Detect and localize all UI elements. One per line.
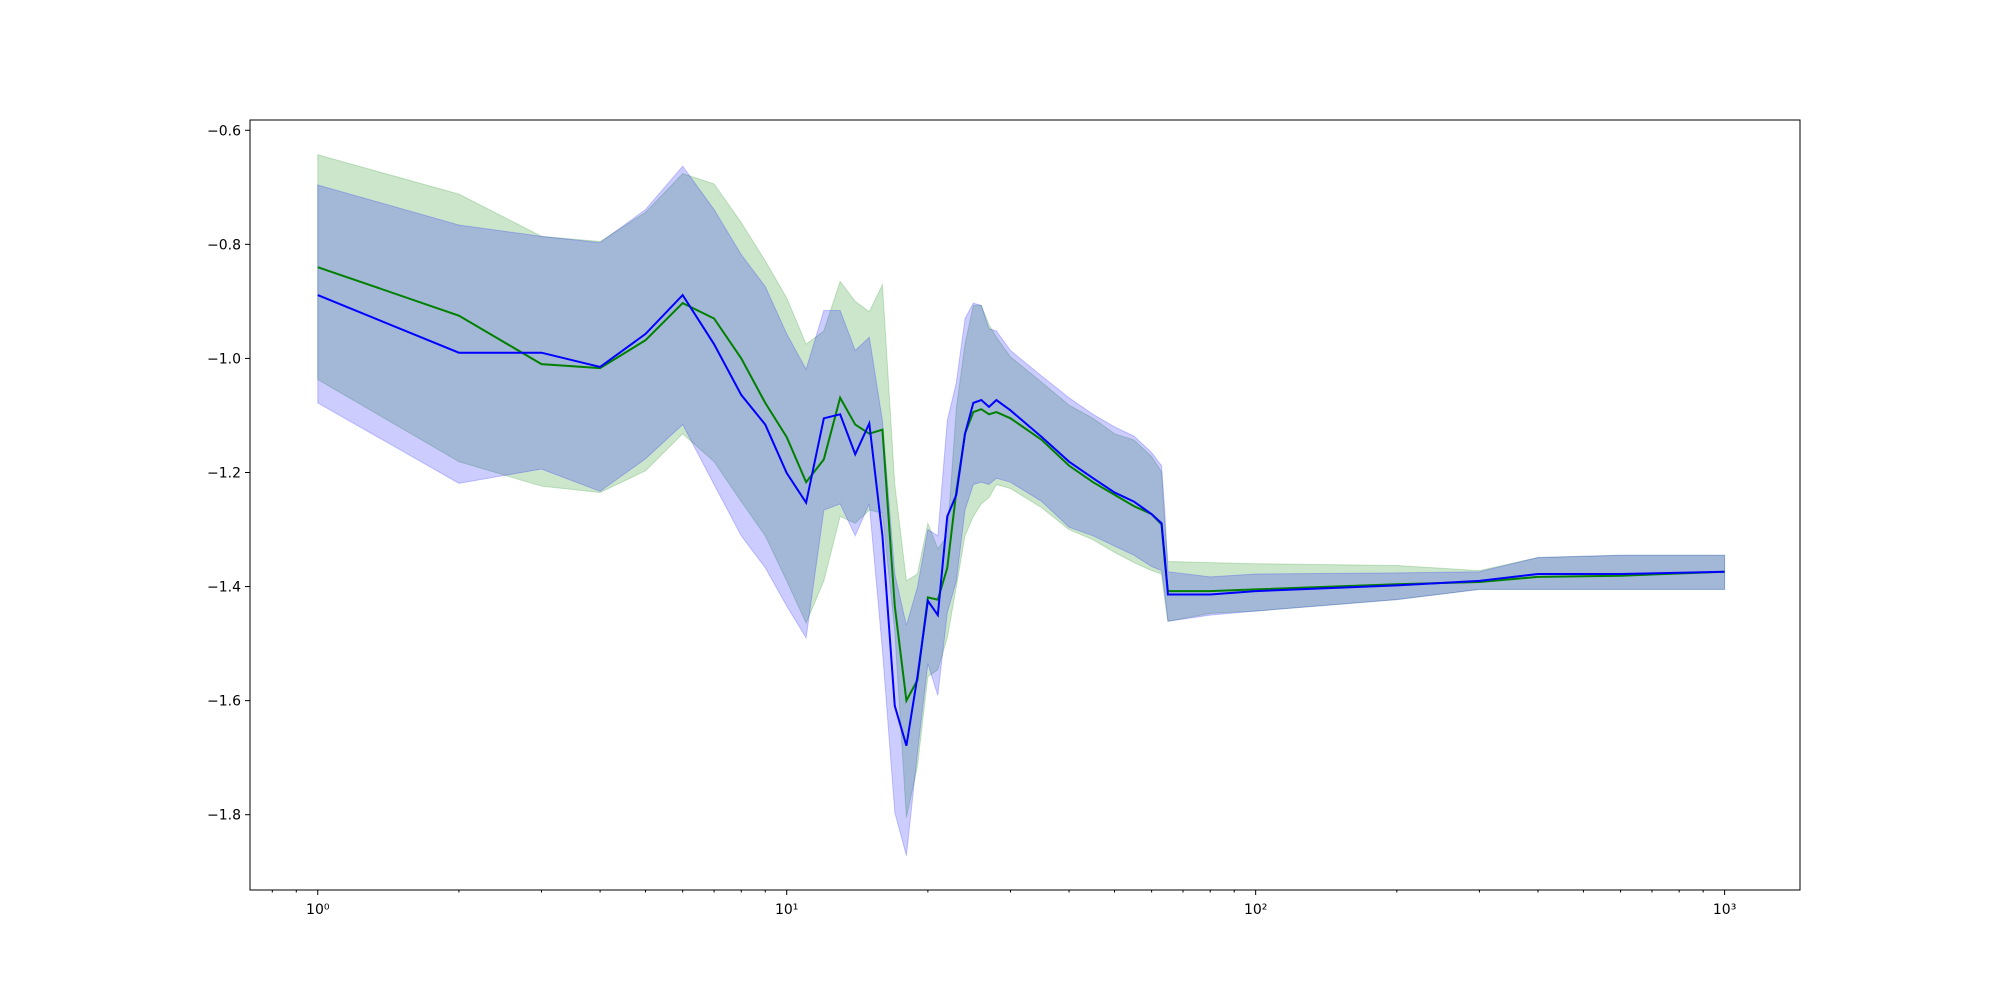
y-tick-label: −0.8 [207, 237, 241, 253]
plot-area [317, 154, 1726, 856]
confidence-band [317, 154, 1726, 818]
confidence-band [317, 165, 1726, 856]
series-line [317, 293, 1725, 746]
y-tick-label: −1.6 [207, 694, 241, 710]
x-tick-label: 10³ [1713, 902, 1736, 918]
y-tick-label: −1.2 [207, 465, 241, 481]
x-tick-label: 10² [1244, 902, 1267, 918]
x-tick-label: 10¹ [775, 902, 798, 918]
y-tick-label: −1.4 [207, 580, 241, 596]
y-tick-label: −0.6 [207, 123, 241, 139]
axes-frame [249, 119, 1801, 891]
x-tick-label: 10⁰ [306, 902, 330, 918]
y-tick-label: −1.8 [207, 808, 241, 824]
y-tick-label: −1.0 [207, 351, 241, 367]
